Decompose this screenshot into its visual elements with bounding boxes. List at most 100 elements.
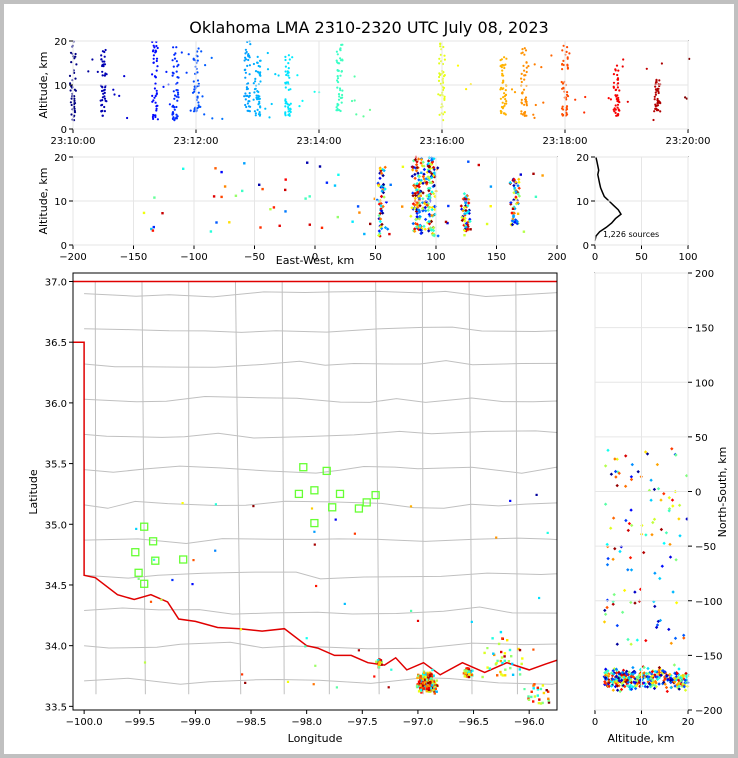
source-point [616, 77, 620, 80]
source-point [284, 210, 287, 213]
source-point [401, 165, 405, 168]
source-point [412, 183, 416, 188]
lma-station-marker [310, 486, 319, 495]
source-point [287, 110, 290, 113]
source-point [428, 673, 431, 676]
source-point [244, 681, 247, 684]
y-tick-label: 36.0 [45, 399, 67, 410]
source-point [256, 108, 259, 111]
source-point [504, 113, 507, 116]
source-point [649, 498, 653, 502]
source-point [629, 687, 634, 691]
y-tick-label: 35.0 [45, 520, 67, 531]
x-tick-label: 50 [635, 252, 648, 263]
source-point [523, 688, 526, 691]
y-tick-label: 34.5 [45, 581, 67, 592]
source-point [613, 547, 617, 551]
source-point [620, 670, 625, 675]
source-point [377, 229, 381, 233]
source-point [284, 55, 287, 59]
source-point [637, 599, 642, 603]
source-point [443, 98, 446, 101]
source-point [523, 69, 526, 72]
x-tick-label: 0 [592, 252, 598, 263]
histogram-axes: 0 50 100 0 10 20 [576, 153, 697, 263]
source-point [615, 642, 619, 646]
source-point [252, 505, 255, 508]
y-tick-label: 10 [576, 197, 589, 208]
source-point [314, 664, 317, 667]
source-point [658, 576, 662, 581]
source-point [420, 171, 423, 174]
source-point [335, 50, 338, 53]
source-point [669, 685, 673, 690]
source-point [685, 97, 688, 100]
source-point [256, 55, 259, 59]
source-point [336, 75, 339, 78]
source-point [463, 234, 466, 237]
y-tick-label: −150 [695, 651, 722, 662]
source-point [648, 685, 653, 689]
source-point [197, 82, 200, 85]
source-point [254, 77, 257, 80]
source-point [535, 493, 538, 496]
source-point [518, 648, 522, 652]
source-point [152, 57, 155, 60]
y-tick-label: 0 [695, 488, 701, 499]
source-point [103, 60, 106, 63]
source-point [506, 639, 509, 642]
source-point [429, 228, 434, 232]
source-point [584, 95, 587, 99]
source-point [515, 219, 519, 224]
source-point [566, 91, 569, 94]
source-point [465, 675, 468, 678]
source-point [103, 105, 106, 109]
source-point [417, 178, 421, 182]
source-point [358, 211, 361, 214]
source-point [642, 681, 646, 685]
source-point [336, 79, 339, 82]
source-point [443, 111, 446, 114]
source-point [308, 223, 311, 226]
source-point [337, 173, 340, 176]
source-point [351, 220, 354, 223]
source-point [630, 523, 634, 528]
source-point [287, 106, 290, 109]
source-point [471, 669, 474, 672]
source-point [430, 172, 434, 176]
source-point [410, 609, 413, 612]
source-point [430, 684, 434, 687]
source-point [609, 98, 613, 101]
source-point [622, 675, 626, 679]
source-point [150, 227, 153, 231]
source-point [442, 71, 445, 74]
source-point [656, 619, 660, 624]
source-point [615, 623, 619, 628]
source-point [287, 67, 290, 70]
source-point [565, 111, 568, 114]
source-point [243, 95, 246, 98]
source-point [477, 163, 480, 167]
source-point [671, 504, 675, 508]
source-point [500, 58, 503, 61]
source-point [176, 81, 179, 84]
source-point [501, 101, 504, 104]
source-point [285, 100, 288, 103]
source-point [524, 110, 527, 114]
source-point [677, 517, 681, 521]
source-point [614, 475, 618, 479]
source-point [243, 162, 246, 165]
source-point [257, 71, 260, 74]
source-point [308, 195, 311, 198]
source-point [500, 110, 503, 113]
source-point [650, 674, 655, 678]
source-point [618, 549, 622, 554]
source-point [504, 98, 507, 101]
source-point [654, 85, 657, 88]
source-point [525, 61, 528, 64]
source-point [155, 69, 158, 72]
source-point [514, 195, 518, 199]
source-point [177, 93, 180, 96]
source-point [673, 680, 677, 684]
source-point [246, 94, 249, 97]
